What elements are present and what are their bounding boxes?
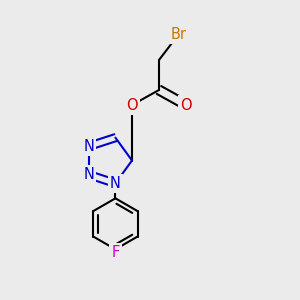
- Text: O: O: [126, 98, 138, 112]
- Text: N: N: [83, 139, 94, 154]
- Text: Br: Br: [170, 27, 187, 42]
- Text: F: F: [111, 245, 119, 260]
- Text: N: N: [83, 167, 94, 182]
- Text: O: O: [180, 98, 192, 112]
- Text: N: N: [110, 176, 121, 191]
